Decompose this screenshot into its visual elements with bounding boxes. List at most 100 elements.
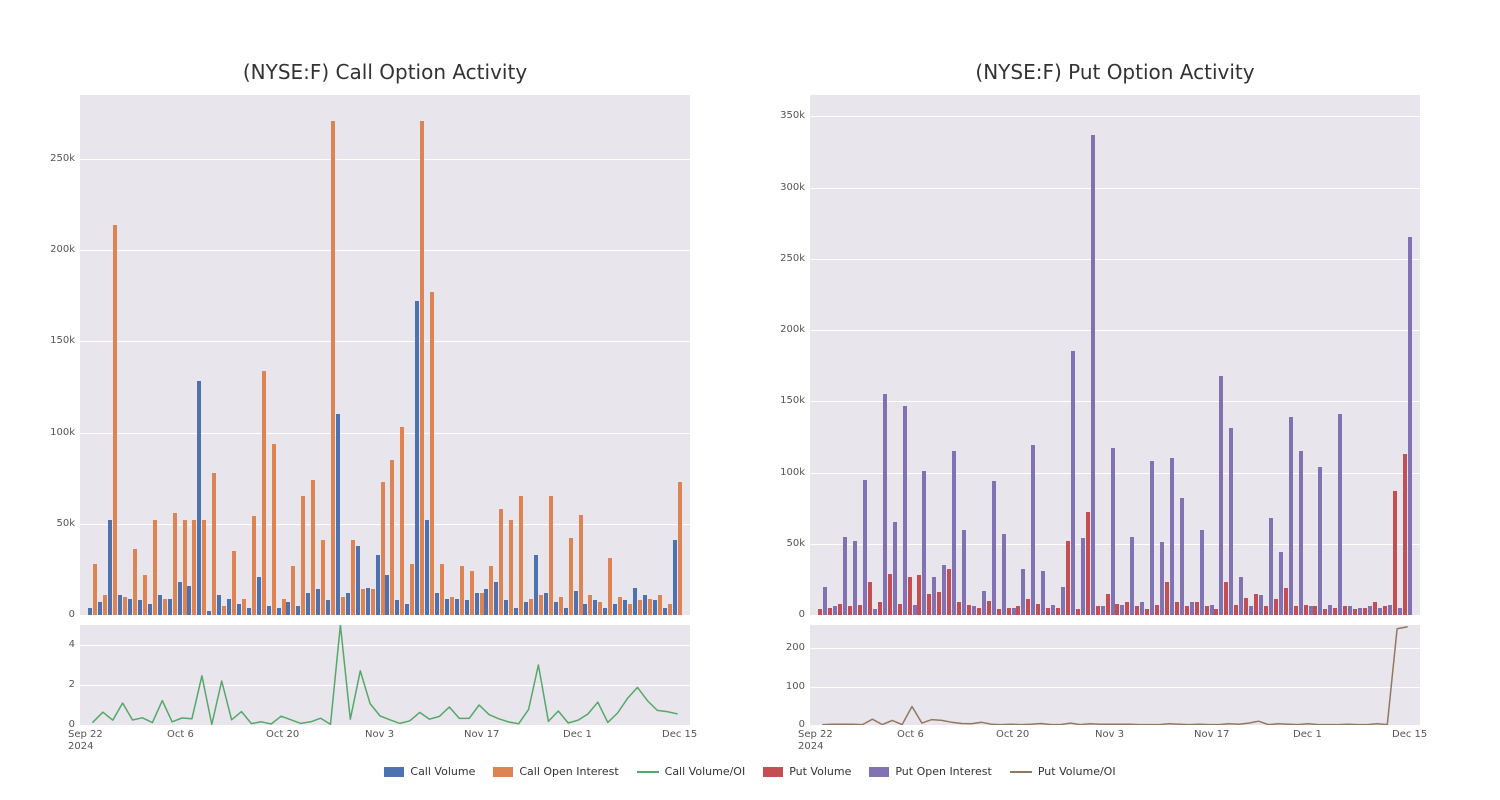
- put-volume-bar: [947, 569, 951, 615]
- call-oi-bar: [539, 595, 543, 615]
- legend-item: Put Open Interest: [869, 765, 992, 778]
- put-oi-bar: [1061, 587, 1065, 615]
- put-volume-bar: [927, 594, 931, 615]
- put-oi-bar: [1041, 571, 1045, 615]
- call-volume-bar: [217, 595, 221, 615]
- y-tick-label: 350k: [760, 110, 805, 121]
- put-oi-bar: [893, 522, 897, 615]
- put-volume-bar: [818, 609, 822, 615]
- put-volume-bar: [1373, 602, 1377, 615]
- call-oi-bar: [262, 371, 266, 615]
- legend-label: Call Volume: [410, 765, 475, 778]
- gridline: [810, 330, 1420, 331]
- call-volume-bar: [138, 600, 142, 615]
- put-oi-bar: [853, 541, 857, 615]
- put-volume-bar: [1274, 599, 1278, 615]
- y-tick-label: 4: [30, 639, 75, 650]
- call-volume-bar: [148, 604, 152, 615]
- put-volume-bar: [848, 606, 852, 615]
- y-tick-label: 2: [30, 679, 75, 690]
- put-ratio-line: [823, 627, 1407, 725]
- x-tick-label: Nov 17: [464, 729, 514, 740]
- put-volume-bar: [1007, 608, 1011, 615]
- put-volume-bar: [1224, 582, 1228, 615]
- call-oi-bar: [123, 597, 127, 615]
- put-oi-bar: [1012, 608, 1016, 615]
- put-volume-bar: [1254, 594, 1258, 615]
- put-oi-bar: [873, 609, 877, 615]
- call-oi-bar: [252, 516, 256, 615]
- x-tick-label: Sep 22: [68, 729, 118, 740]
- call-oi-bar: [351, 540, 355, 615]
- put-oi-bar: [1210, 605, 1214, 615]
- chart-title: (NYSE:F) Call Option Activity: [80, 60, 690, 84]
- put-oi-bar: [1002, 534, 1006, 615]
- call-volume-bar: [257, 577, 261, 615]
- call-volume-bar: [336, 414, 340, 615]
- call-volume-bar: [593, 600, 597, 615]
- call-volume-bar: [306, 593, 310, 615]
- call-volume-bar: [574, 591, 578, 615]
- put-oi-bar: [1408, 237, 1412, 615]
- legend-item: Call Volume: [384, 765, 475, 778]
- gridline: [810, 188, 1420, 189]
- x-tick-label: Nov 17: [1194, 729, 1244, 740]
- put-oi-bar: [843, 537, 847, 615]
- put-oi-bar: [1111, 448, 1115, 615]
- y-tick-label: 100k: [30, 427, 75, 438]
- y-tick-label: 200k: [760, 324, 805, 335]
- put-oi-bar: [913, 605, 917, 615]
- call-oi-bar: [460, 566, 464, 615]
- put-oi-bar: [1348, 606, 1352, 615]
- put-volume-bar: [1363, 608, 1367, 615]
- put-volume-bar: [967, 605, 971, 615]
- put-volume-bar: [1016, 606, 1020, 615]
- call-volume-bar: [128, 599, 132, 615]
- gridline: [80, 159, 690, 160]
- call-volume-bar: [415, 301, 419, 615]
- call-oi-bar: [163, 599, 167, 615]
- put-oi-bar: [982, 591, 986, 615]
- call-volume-bar: [504, 600, 508, 615]
- call-volume-bar: [346, 593, 350, 615]
- put-oi-bar: [1021, 569, 1025, 615]
- call-oi-bar: [390, 460, 394, 615]
- call-oi-bar: [361, 589, 365, 615]
- put-volume-bar: [1175, 602, 1179, 615]
- call-oi-bar: [212, 473, 216, 615]
- put-volume-bar: [838, 604, 842, 615]
- call-volume-bar: [643, 595, 647, 615]
- call-ratio-line: [93, 625, 677, 724]
- legend-swatch: [637, 771, 659, 773]
- y-tick-label: 250k: [760, 253, 805, 264]
- call-volume-bar: [633, 588, 637, 615]
- call-volume-bar: [465, 600, 469, 615]
- put-volume-bar: [1076, 609, 1080, 615]
- call-oi-bar: [341, 597, 345, 615]
- put-volume-bar: [1135, 606, 1139, 615]
- legend-swatch: [493, 767, 513, 777]
- put-volume-bar: [1214, 609, 1218, 615]
- call-oi-bar: [291, 566, 295, 615]
- call-volume-bar: [356, 546, 360, 615]
- call-volume-bar: [118, 595, 122, 615]
- call-oi-bar: [628, 604, 632, 615]
- call-oi-bar: [489, 566, 493, 615]
- put-volume-bar: [917, 575, 921, 615]
- call-oi-bar: [103, 595, 107, 615]
- put-oi-bar: [992, 481, 996, 615]
- call-oi-bar: [381, 482, 385, 615]
- x-tick-label: Oct 20: [266, 729, 316, 740]
- put-volume-bar: [1096, 606, 1100, 615]
- put-oi-bar: [1180, 498, 1184, 615]
- call-volume-bar: [494, 582, 498, 615]
- call-volume-bar: [385, 575, 389, 615]
- gridline: [80, 433, 690, 434]
- legend-label: Call Open Interest: [519, 765, 618, 778]
- call-oi-bar: [93, 564, 97, 615]
- call-oi-bar: [470, 571, 474, 615]
- put-oi-bar: [972, 606, 976, 615]
- x-tick-label: Nov 3: [1095, 729, 1145, 740]
- put-volume-bar: [1284, 588, 1288, 615]
- gridline: [80, 524, 690, 525]
